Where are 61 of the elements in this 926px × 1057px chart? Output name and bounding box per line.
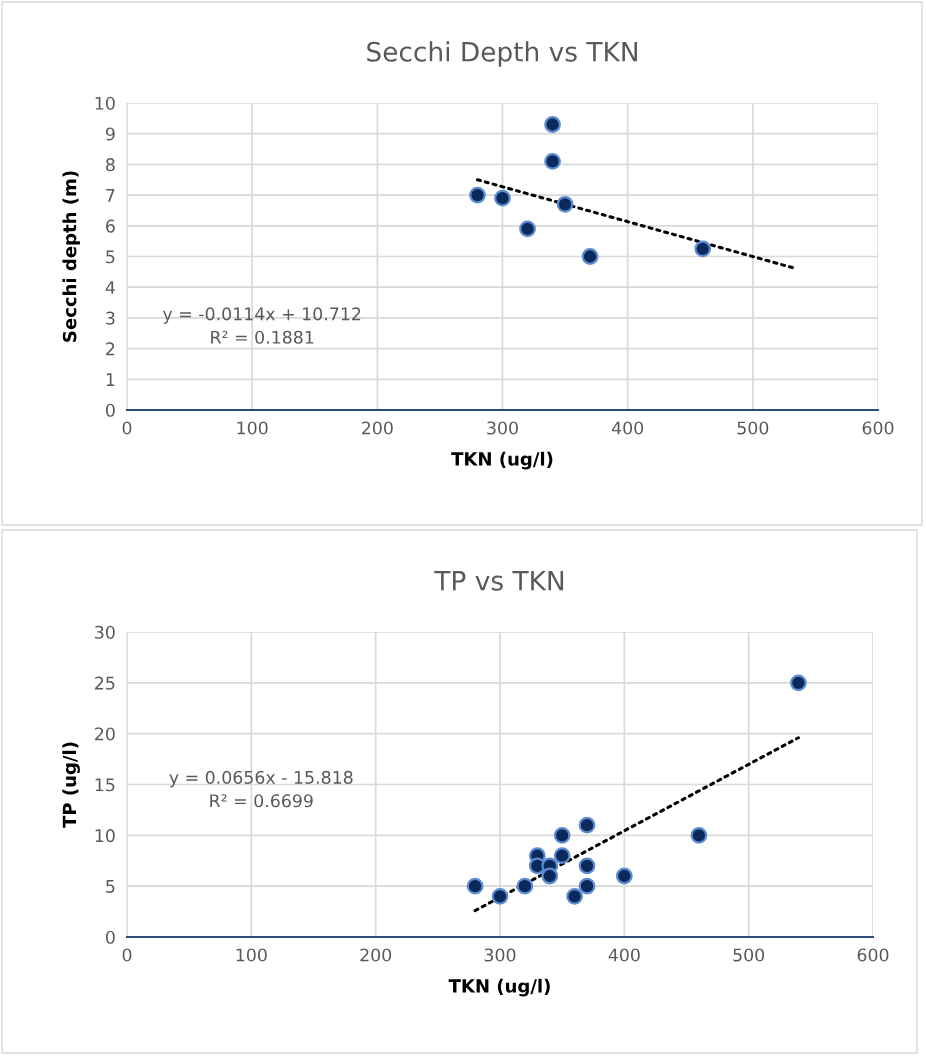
chart-title: Secchi Depth vs TKN bbox=[367, 41, 637, 67]
point bbox=[491, 887, 509, 905]
point bbox=[578, 877, 596, 895]
y-tick-label: 4 bbox=[105, 281, 115, 294]
x-tick-label: 200 bbox=[360, 948, 392, 962]
x-tick-label: 400 bbox=[611, 421, 644, 435]
y-tick-label: 2 bbox=[106, 342, 115, 356]
x-tick-label: 400 bbox=[608, 948, 640, 962]
point bbox=[578, 857, 596, 875]
x-tick-label: 100 bbox=[237, 421, 268, 435]
y-tick-label: 1 bbox=[106, 373, 115, 386]
point bbox=[553, 847, 571, 865]
point bbox=[690, 826, 708, 844]
y-tick-label: 30 bbox=[95, 625, 115, 639]
point bbox=[544, 116, 561, 133]
point bbox=[578, 816, 596, 834]
y-tick-label: 5 bbox=[106, 880, 115, 894]
y-axis-title: Secchi depth (m) bbox=[62, 171, 80, 342]
x-tick-label: 500 bbox=[737, 421, 769, 435]
point bbox=[566, 887, 583, 905]
point bbox=[494, 189, 511, 207]
point bbox=[469, 186, 486, 204]
x-tick-label: 300 bbox=[484, 948, 516, 962]
x-tick-label: 300 bbox=[487, 421, 518, 435]
x-tick-label: 0 bbox=[122, 948, 132, 962]
x-tick-label: 0 bbox=[122, 421, 132, 435]
point bbox=[466, 877, 484, 895]
y-tick-label: 10 bbox=[95, 96, 115, 110]
point bbox=[556, 195, 574, 213]
point bbox=[790, 674, 807, 692]
x-tick-label: 200 bbox=[362, 421, 393, 435]
y-tick-label: 20 bbox=[95, 727, 115, 741]
y-tick-label: 0 bbox=[105, 930, 115, 944]
point bbox=[541, 867, 559, 885]
x-tick-label: 100 bbox=[236, 948, 267, 962]
point bbox=[553, 826, 571, 844]
x-axis-title: TKN (ug/l) bbox=[448, 978, 550, 997]
point bbox=[581, 248, 599, 265]
y-tick-label: 8 bbox=[106, 158, 115, 172]
point bbox=[615, 867, 633, 885]
point bbox=[544, 152, 561, 170]
y-tick-label: 3 bbox=[106, 311, 115, 325]
point bbox=[519, 220, 536, 238]
x-tick-label: 600 bbox=[862, 421, 894, 435]
y-tick-label: 15 bbox=[95, 778, 115, 792]
y-tick-label: 25 bbox=[95, 676, 115, 690]
x-tick-label: 500 bbox=[733, 948, 765, 962]
y-axis-title: TP (ug/l) bbox=[62, 742, 80, 828]
x-axis-title: TKN (ug/l) bbox=[451, 451, 553, 470]
y-tick-label: 10 bbox=[95, 829, 115, 843]
point bbox=[694, 240, 712, 258]
y-tick-label: 6 bbox=[106, 219, 115, 233]
y-tick-label: 7 bbox=[106, 189, 115, 202]
y-tick-label: 0 bbox=[105, 403, 115, 417]
annotation: y = -0.0114x + 10.712 R² = 0.1881 bbox=[162, 307, 361, 344]
point bbox=[516, 877, 534, 895]
x-tick-label: 600 bbox=[857, 948, 889, 962]
chart-title: TP vs TKN bbox=[434, 571, 564, 591]
annotation: y = 0.0656x - 15.818 R² = 0.6699 bbox=[169, 770, 353, 808]
y-tick-label: 5 bbox=[106, 250, 115, 264]
y-tick-label: 9 bbox=[105, 127, 115, 141]
